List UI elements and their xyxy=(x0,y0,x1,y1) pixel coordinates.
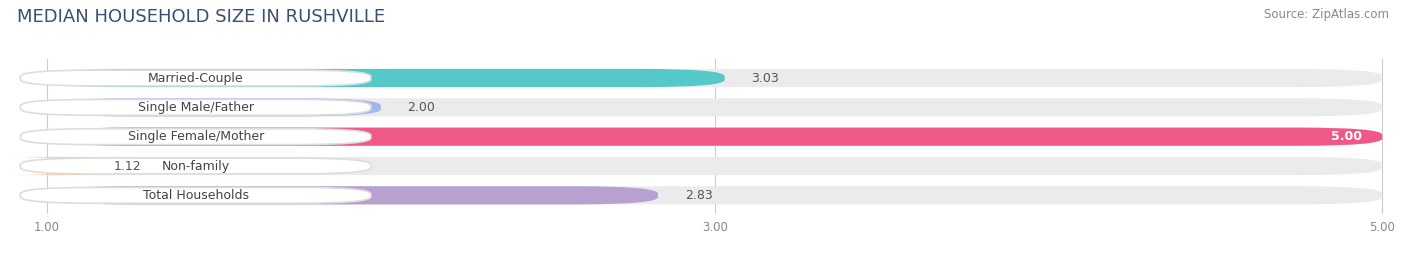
Text: MEDIAN HOUSEHOLD SIZE IN RUSHVILLE: MEDIAN HOUSEHOLD SIZE IN RUSHVILLE xyxy=(17,8,385,26)
FancyBboxPatch shape xyxy=(46,128,1382,146)
FancyBboxPatch shape xyxy=(46,98,1382,116)
FancyBboxPatch shape xyxy=(46,69,1382,87)
FancyBboxPatch shape xyxy=(20,187,371,203)
FancyBboxPatch shape xyxy=(46,69,724,87)
Text: 5.00: 5.00 xyxy=(1331,130,1362,143)
FancyBboxPatch shape xyxy=(46,128,1382,146)
FancyBboxPatch shape xyxy=(20,99,371,115)
Text: Total Households: Total Households xyxy=(142,189,249,202)
Text: 2.83: 2.83 xyxy=(685,189,713,202)
FancyBboxPatch shape xyxy=(20,70,371,86)
Text: Single Male/Father: Single Male/Father xyxy=(138,101,253,114)
FancyBboxPatch shape xyxy=(46,186,658,204)
FancyBboxPatch shape xyxy=(46,186,1382,204)
Text: 1.12: 1.12 xyxy=(114,159,142,173)
Text: Single Female/Mother: Single Female/Mother xyxy=(128,130,264,143)
FancyBboxPatch shape xyxy=(4,157,131,175)
Text: Married-Couple: Married-Couple xyxy=(148,72,243,84)
Text: Non-family: Non-family xyxy=(162,159,229,173)
Text: Source: ZipAtlas.com: Source: ZipAtlas.com xyxy=(1264,8,1389,21)
FancyBboxPatch shape xyxy=(20,158,371,174)
Text: 3.03: 3.03 xyxy=(751,72,779,84)
FancyBboxPatch shape xyxy=(20,129,371,145)
FancyBboxPatch shape xyxy=(46,98,381,116)
Text: 2.00: 2.00 xyxy=(408,101,436,114)
FancyBboxPatch shape xyxy=(46,157,1382,175)
